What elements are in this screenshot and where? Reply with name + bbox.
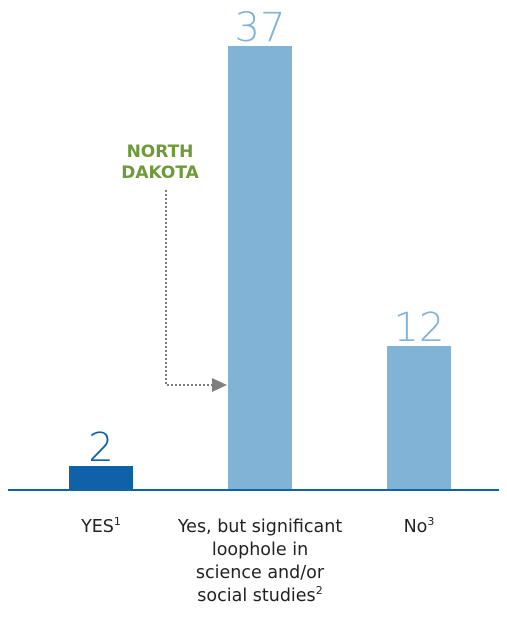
category-label-1-line-0: Yes, but significant — [177, 517, 343, 537]
annotation-arrowhead — [212, 378, 227, 392]
bar-1 — [228, 46, 292, 490]
category-label-0-superscript: 1 — [114, 515, 121, 528]
annotation-line-0: NORTH — [127, 142, 194, 162]
value-label-0: 2 — [88, 425, 113, 471]
category-label-1-line-1: loophole in — [212, 540, 308, 560]
bar-2 — [387, 346, 451, 490]
category-label-2-superscript: 3 — [427, 515, 434, 528]
category-label-0: YES1 — [80, 515, 121, 537]
category-label-1-line-3: social studies — [197, 586, 315, 606]
annotation-label: NORTH DAKOTA — [121, 142, 199, 183]
value-label-2: 12 — [394, 305, 445, 351]
category-label-1-superscript: 2 — [316, 584, 323, 597]
category-label-2: No3 — [404, 515, 435, 537]
category-label-0-line-0: YES — [80, 517, 114, 537]
annotation-arrow-line — [165, 190, 212, 386]
category-label-1-line-2: science and/or — [196, 563, 325, 583]
bar-0 — [69, 466, 133, 490]
value-label-1: 37 — [235, 5, 286, 51]
category-label-2-line-0: No — [404, 517, 428, 537]
annotation-line-1: DAKOTA — [121, 163, 199, 183]
category-label-1: Yes, but significant loophole in science a… — [177, 517, 343, 606]
